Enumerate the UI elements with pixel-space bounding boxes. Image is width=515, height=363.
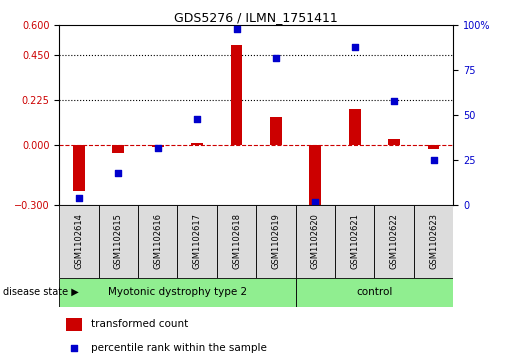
Text: GSM1102621: GSM1102621 [350,213,359,269]
Bar [414,205,453,278]
Point [114,170,123,176]
Bar [256,205,296,278]
Bar [335,205,374,278]
Bar [177,205,217,278]
Bar [296,205,335,278]
Bar [191,143,203,145]
Bar [427,145,439,149]
Bar [349,109,360,145]
Bar [73,145,85,191]
Bar [99,205,138,278]
Bar [388,139,400,145]
Text: Myotonic dystrophy type 2: Myotonic dystrophy type 2 [108,287,247,297]
Point [351,44,359,50]
Bar [112,145,124,153]
Text: transformed count: transformed count [91,319,188,330]
Bar [270,117,282,145]
Bar [217,205,256,278]
Text: GSM1102619: GSM1102619 [271,213,280,269]
Text: GSM1102620: GSM1102620 [311,213,320,269]
Text: GSM1102617: GSM1102617 [193,213,201,269]
Bar [374,205,414,278]
Text: disease state ▶: disease state ▶ [3,287,78,297]
Point [272,55,280,61]
Text: GSM1102616: GSM1102616 [153,213,162,269]
Bar [66,318,82,331]
Bar [152,145,164,147]
Bar [59,278,296,307]
Title: GDS5276 / ILMN_1751411: GDS5276 / ILMN_1751411 [175,11,338,24]
Point [75,195,83,201]
Point [390,98,398,104]
Text: GSM1102618: GSM1102618 [232,213,241,269]
Text: GSM1102623: GSM1102623 [429,213,438,269]
Bar [231,45,243,145]
Text: GSM1102614: GSM1102614 [75,213,83,269]
Text: GSM1102615: GSM1102615 [114,213,123,269]
Point [153,145,162,151]
Bar [310,145,321,205]
Bar [138,205,177,278]
Text: percentile rank within the sample: percentile rank within the sample [91,343,267,352]
Point [70,345,78,351]
Point [311,199,319,204]
Bar [59,205,99,278]
Bar [296,278,453,307]
Point [193,116,201,122]
Text: GSM1102622: GSM1102622 [390,213,399,269]
Point [232,26,241,32]
Text: control: control [356,287,392,297]
Point [430,157,438,163]
